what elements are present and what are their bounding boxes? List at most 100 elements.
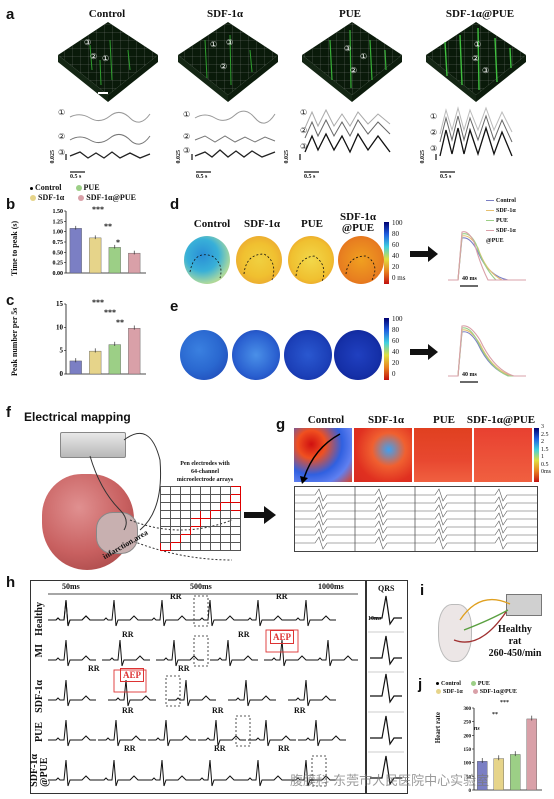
trace-label-3-combo: ③ <box>430 144 438 153</box>
a-calcium-traces <box>65 106 513 173</box>
cube-marker-2-control: ② <box>90 52 98 61</box>
electrode-cell <box>220 534 231 543</box>
electrode-cell <box>170 542 181 551</box>
legend-pue: PUE <box>75 183 100 193</box>
cube-marker-1-pue: ① <box>360 52 368 61</box>
chart-j: 0 50 100 150 200 250 300 <box>464 707 542 794</box>
d-legend-combo: SDF-1α @PUE <box>486 228 516 244</box>
f-title: Electrical mapping <box>24 410 131 424</box>
electrode-cell <box>180 534 191 543</box>
h-rr-mi-1: RR <box>122 630 134 639</box>
f-device <box>60 432 126 458</box>
c-bar-2 <box>89 350 102 375</box>
b-sig-2: ** <box>104 222 112 231</box>
h-qrs-zoom <box>368 595 404 786</box>
e-cb-tick-20: 20 <box>392 359 399 367</box>
electrode-cell <box>220 486 231 495</box>
d-header-sdf: SDF-1α <box>243 218 281 230</box>
watermark: 腹膜科 东莞市人民医院中心实验室 <box>290 774 490 789</box>
electrode-cell <box>170 494 181 503</box>
electrode-cell <box>190 494 201 503</box>
electrode-cell <box>160 502 171 511</box>
d-colorbar <box>384 222 389 284</box>
e-map-combo <box>334 330 382 380</box>
panel-label-a: a <box>6 6 15 23</box>
trace-label-2-combo: ② <box>430 128 438 137</box>
electrode-cell <box>210 542 221 551</box>
cube-marker-2-pue: ② <box>350 66 358 75</box>
j-ytick-label: 200 <box>464 734 472 739</box>
h-ecg-box <box>30 580 366 794</box>
j-legend-combo: SDF-1α@PUE <box>472 688 517 696</box>
c-bar-1 <box>69 360 82 375</box>
electrode-cell <box>210 502 221 511</box>
c-sig-1: *** <box>92 298 104 307</box>
electrode-cell <box>180 486 191 495</box>
h-rr-pue-1: RR <box>122 706 134 715</box>
d-legend-sdf: SDF-1α <box>486 206 516 216</box>
d-map-sdf <box>236 236 282 284</box>
a-time-scale-pue: 0.5 s <box>304 174 316 180</box>
electrode-cell <box>230 494 241 503</box>
j-ylabel: Heart rate <box>434 712 442 744</box>
j-bar-4 <box>526 718 537 791</box>
trace-label-2-sdf: ② <box>183 132 191 141</box>
electrode-cell <box>180 542 191 551</box>
electrode-cell <box>210 486 221 495</box>
g-colorbar-ticks: 3 2.5 2 1.5 1 0.5 0ms <box>541 424 551 477</box>
electrode-row <box>160 526 241 535</box>
cube-marker-3-control: ③ <box>84 38 92 47</box>
g-cb-tick-1: 1 <box>541 454 544 460</box>
e-cb-tick-40: 40 <box>392 348 399 356</box>
electrode-cell <box>180 502 191 511</box>
h-aep-sdf: AEP <box>120 668 144 682</box>
d-cb-tick-60: 60 <box>392 241 399 249</box>
h-rr-sdf-2: RR <box>178 664 190 673</box>
e-colorbar-ticks: 100 80 60 40 20 0 <box>392 314 403 380</box>
b-ytick-label: 0.50 <box>53 250 64 256</box>
electrode-row <box>160 486 241 495</box>
b-ytick-label: 1.00 <box>53 230 64 236</box>
c-ylabel: Peak number per 5s <box>10 307 19 376</box>
c-ytick-label: 0 <box>60 370 64 378</box>
electrode-cell <box>200 526 211 535</box>
cube-combo <box>426 22 526 102</box>
electrode-cell <box>170 518 181 527</box>
d-scale: 40 ms <box>462 276 477 282</box>
cube-marker-1-control: ① <box>102 54 110 63</box>
j-legend: Control PUE SDF-1α SDF-1α@PUE <box>436 680 554 696</box>
g-colorbar <box>534 428 539 482</box>
b-legend: Control PUE SDF-1α SDF-1α@PUE <box>30 183 170 203</box>
a-time-scale-combo: 0.5 s <box>440 174 452 180</box>
j-legend-sdf: SDF-1α <box>436 688 463 696</box>
f-electrode-text: Pen electrodes with 64-channel microelec… <box>176 461 234 483</box>
e-cb-tick-100: 100 <box>392 315 403 323</box>
electrode-cell <box>200 502 211 511</box>
electrode-cell <box>160 534 171 543</box>
h-rr-mi-2: RR <box>238 630 250 639</box>
electrode-cell <box>220 526 231 535</box>
trace-label-2-control: ② <box>58 132 66 141</box>
a-amp-scale-sdf: 0.025 <box>176 150 182 164</box>
e-action-potentials <box>448 325 526 383</box>
electrode-cell <box>230 502 241 511</box>
j-ytick-label: 50 <box>466 775 472 780</box>
c-bar-3 <box>108 344 121 375</box>
b-ylabel: Time to peak (s) <box>10 220 19 276</box>
e-cb-tick-60: 60 <box>392 337 399 345</box>
electrode-cell <box>210 494 221 503</box>
d-map-control <box>184 236 230 284</box>
panel-label-g: g <box>276 416 286 433</box>
j-sig-2: ** <box>492 712 498 718</box>
electrode-cell <box>170 502 181 511</box>
e-cb-tick-0: 0 <box>392 370 396 378</box>
electrode-cell <box>230 534 241 543</box>
b-ytick-label: 0.25 <box>53 261 64 267</box>
h-rr-pue-2: RR <box>212 706 224 715</box>
electrode-cell <box>220 502 231 511</box>
electrode-cell <box>180 526 191 535</box>
f-arrow <box>244 506 276 524</box>
electrode-cell <box>230 542 241 551</box>
b-bar-4 <box>128 252 141 274</box>
trace-label-1-pue: ① <box>300 108 308 117</box>
